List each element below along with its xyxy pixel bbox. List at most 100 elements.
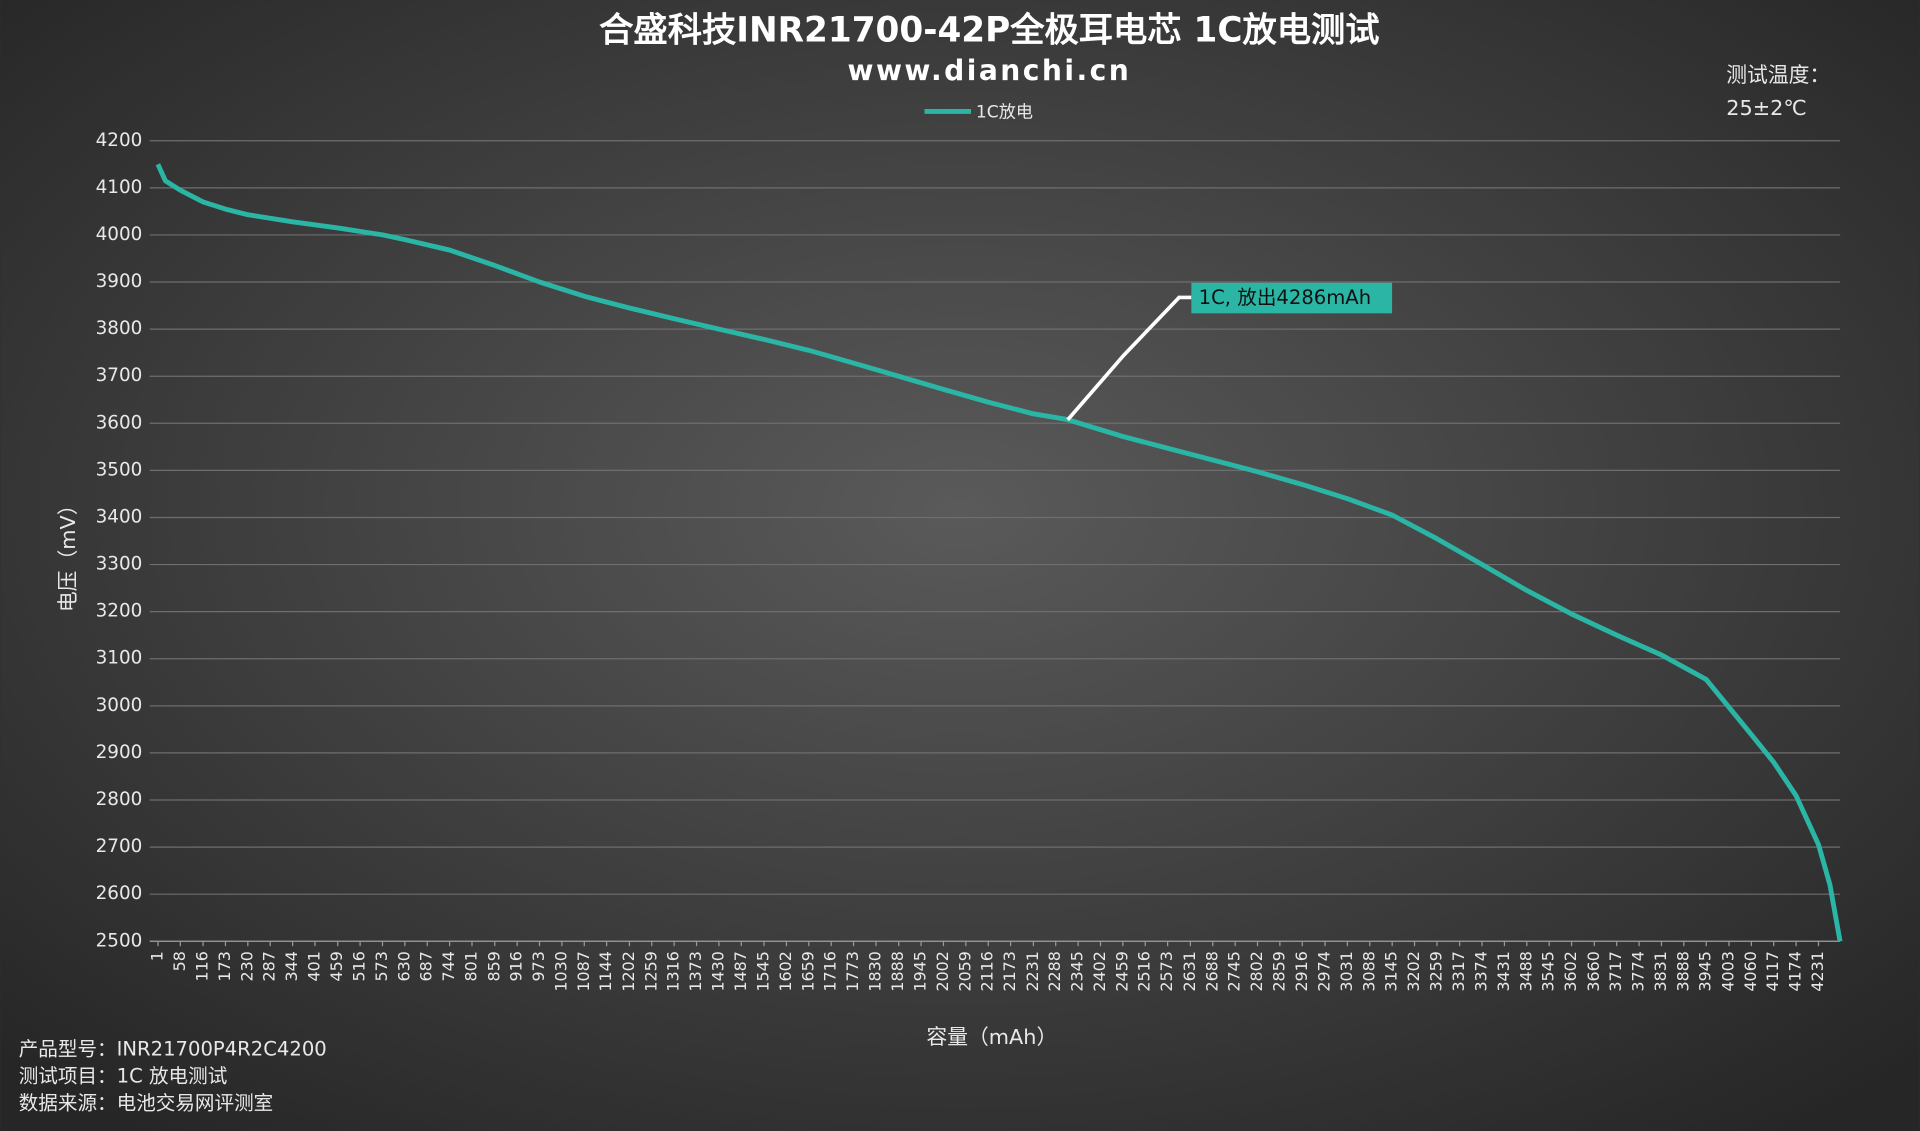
x-tick-label: 2116: [978, 951, 997, 991]
chart-subtitle: www.dianchi.cn: [848, 54, 1132, 87]
info-line: 数据来源：电池交易网评测室: [19, 1092, 274, 1115]
y-tick-label: 2700: [96, 836, 143, 857]
x-tick-label: 2631: [1180, 951, 1199, 991]
x-tick-label: 3660: [1584, 951, 1603, 991]
y-tick-label: 2900: [96, 742, 143, 763]
x-tick-label: 1030: [551, 951, 570, 991]
x-tick-label: 2802: [1247, 951, 1266, 991]
y-tick-label: 4100: [96, 177, 143, 198]
y-tick-label: 3000: [96, 695, 143, 716]
x-tick-label: 687: [417, 951, 436, 981]
x-tick-label: 1830: [865, 951, 884, 991]
x-tick-label: 3088: [1359, 951, 1378, 991]
x-tick-label: 4117: [1763, 951, 1782, 991]
x-tick-label: 4060: [1741, 951, 1760, 991]
x-tick-label: 573: [372, 951, 391, 981]
x-tick-label: 2402: [1090, 951, 1109, 991]
x-tick-label: 1602: [776, 951, 795, 991]
x-tick-label: 1259: [641, 951, 660, 991]
info-line: 产品型号：INR21700P4R2C4200: [19, 1038, 327, 1061]
x-tick-label: 4174: [1786, 951, 1805, 991]
x-tick-label: 230: [237, 951, 256, 981]
y-tick-label: 2800: [96, 789, 143, 810]
x-tick-label: 3317: [1449, 951, 1468, 991]
x-tick-label: 516: [350, 951, 369, 981]
x-tick-label: 2573: [1157, 951, 1176, 991]
y-tick-label: 4200: [96, 130, 143, 151]
x-tick-label: 916: [507, 951, 526, 981]
y-tick-label: 2600: [96, 883, 143, 904]
y-tick-label: 3200: [96, 601, 143, 622]
x-tick-label: 344: [282, 951, 301, 981]
x-tick-label: 401: [304, 951, 323, 981]
x-tick-label: 1716: [821, 951, 840, 991]
y-tick-label: 3300: [96, 554, 143, 575]
x-tick-label: 859: [484, 951, 503, 981]
y-tick-label: 3500: [96, 459, 143, 480]
x-tick-label: 116: [193, 951, 212, 981]
temperature-value: 25±2℃: [1726, 96, 1806, 120]
x-tick-label: 3488: [1516, 951, 1535, 991]
x-tick-label: 3145: [1382, 951, 1401, 991]
grid: 2500 2600 2700 2800 2900 3000 3100 3200 3300 3400…: [96, 130, 1841, 992]
x-tick-label: 801: [461, 951, 480, 981]
y-tick-label: 3900: [96, 271, 143, 292]
x-tick-label: 1144: [596, 951, 615, 991]
x-tick-label: 3259: [1426, 951, 1445, 991]
x-tick-label: 1316: [664, 951, 683, 991]
y-tick-label: 3100: [96, 648, 143, 669]
x-tick-label: 1545: [754, 951, 773, 991]
y-tick-label: 3400: [96, 506, 143, 527]
x-tick-label: 1945: [911, 951, 930, 991]
x-tick-label: 2974: [1315, 951, 1334, 991]
x-tick-label: 1430: [708, 951, 727, 991]
x-tick-label: 3602: [1561, 951, 1580, 991]
x-tick-label: 4003: [1718, 951, 1737, 991]
x-tick-label: 58: [170, 951, 189, 971]
x-tick-label: 3545: [1539, 951, 1558, 991]
x-axis-label: 容量（mAh）: [926, 1025, 1057, 1049]
x-tick-label: 744: [439, 951, 458, 981]
x-tick-label: 2745: [1225, 951, 1244, 991]
x-tick-label: 3431: [1494, 951, 1513, 991]
x-tick-label: 3374: [1472, 951, 1491, 991]
x-tick-label: 3945: [1696, 951, 1715, 991]
x-tick-label: 2859: [1269, 951, 1288, 991]
legend-label: 1C放电: [976, 103, 1033, 123]
x-tick-label: 2916: [1292, 951, 1311, 991]
x-tick-label: 3717: [1606, 951, 1625, 991]
x-tick-label: 3888: [1673, 951, 1692, 991]
plot: [155, 163, 1843, 942]
x-tick-label: 2231: [1023, 951, 1042, 991]
x-tick-label: 973: [529, 951, 548, 981]
y-tick-label: 3700: [96, 365, 143, 386]
annotation-box: [1191, 282, 1393, 314]
y-tick-label: 4000: [96, 224, 143, 245]
x-tick-label: 287: [260, 951, 279, 981]
y-tick-label: 3600: [96, 412, 143, 433]
x-tick-label: 173: [215, 951, 234, 981]
annotation-text: 1C, 放出4286mAh: [1199, 286, 1371, 309]
y-axis-label: 电压（mV）: [56, 494, 80, 612]
x-tick-label: 1373: [686, 951, 705, 991]
x-tick-label: 630: [394, 951, 413, 981]
x-tick-label: 1: [147, 951, 166, 961]
x-tick-label: 1487: [731, 951, 750, 991]
x-tick-label: 2459: [1112, 951, 1131, 991]
y-tick-label: 2500: [96, 930, 143, 951]
x-tick-label: 3031: [1337, 951, 1356, 991]
x-tick-label: 2688: [1202, 951, 1221, 991]
x-tick-label: 2345: [1068, 951, 1087, 991]
x-tick-label: 1659: [798, 951, 817, 991]
x-tick-label: 2059: [955, 951, 974, 991]
x-tick-label: 459: [327, 951, 346, 981]
x-tick-label: 3774: [1629, 951, 1648, 991]
x-tick-label: 2288: [1045, 951, 1064, 991]
x-tick-label: 2002: [933, 951, 952, 991]
x-tick-label: 3202: [1404, 951, 1423, 991]
info-line: 测试项目：1C 放电测试: [19, 1065, 228, 1088]
x-tick-label: 2173: [1000, 951, 1019, 991]
